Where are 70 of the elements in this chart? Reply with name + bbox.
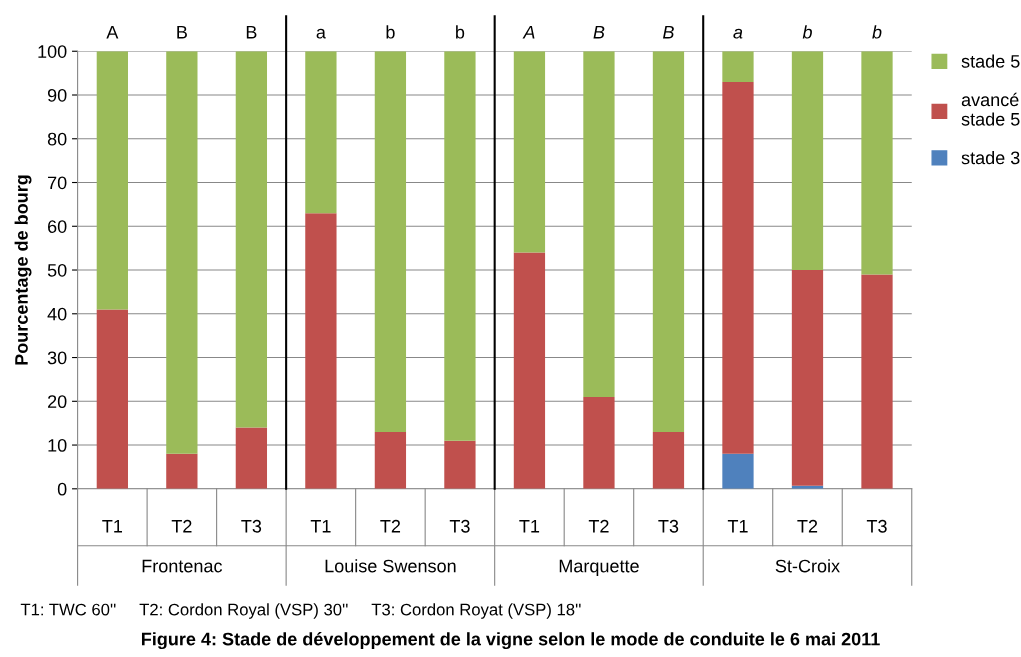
y-tick-label: 40 (47, 307, 67, 321)
y-tick-label: 50 (47, 263, 67, 277)
y-tick-label: 70 (48, 176, 67, 190)
bar (791, 270, 824, 486)
y-tick-label: 90 (47, 88, 67, 102)
x-tick-label: T1 (102, 520, 123, 533)
x-tick-label: T3 (866, 519, 887, 533)
text: Marquette (559, 559, 639, 576)
text: Louise Swenson (325, 559, 456, 573)
y-tick-label: 10 (48, 438, 67, 452)
text: T1: TWC 60'' T2: Cordon Royal (VSP) 30'' T3: Cordon Royat (VSP) 18'' (20, 603, 581, 619)
text: St-Croix (775, 559, 840, 573)
y-tick-label: 20 (48, 395, 67, 409)
y-tick-label: 80 (47, 132, 67, 146)
text: Frontenac (142, 559, 223, 573)
bar (235, 51, 268, 428)
y-tick-label: 30 (47, 351, 67, 365)
text: B (662, 25, 674, 39)
x-tick-label: T2 (797, 519, 818, 533)
bar (722, 81, 754, 454)
bar (652, 51, 685, 432)
text: A (106, 25, 119, 39)
text: a (316, 28, 326, 39)
bar (513, 252, 546, 489)
bar (444, 51, 476, 441)
x-tick-label: T3 (449, 519, 470, 533)
bar (513, 51, 546, 253)
bar (374, 431, 407, 489)
bar (374, 51, 407, 432)
x-tick-label: T2 (588, 519, 609, 533)
bar (305, 213, 337, 489)
bar (583, 396, 615, 489)
legend-label: stade 5 (961, 54, 1020, 68)
text: b (456, 25, 465, 39)
bar (166, 51, 198, 454)
x-tick-label: T1 (727, 520, 748, 533)
text: a (733, 28, 743, 39)
bar (583, 51, 615, 397)
bar (722, 453, 754, 489)
bar (96, 309, 128, 489)
text: Figure 4: Stade de développement de la vigne selon le mode de conduite le 6 mai 2011 (141, 632, 880, 650)
bar (861, 274, 893, 489)
y-tick-label: 60 (48, 220, 67, 233)
x-tick-label: T3 (658, 519, 679, 533)
x-tick-label: T3 (241, 519, 262, 533)
y-tick-label: 0 (57, 482, 67, 496)
bar (722, 51, 754, 82)
text: B (593, 25, 605, 39)
text: B (177, 25, 187, 39)
y-tick-label: 100 (38, 45, 67, 58)
x-tick-label: T1 (519, 520, 540, 533)
bar (652, 431, 685, 489)
text: b (872, 25, 882, 39)
bar (235, 427, 268, 489)
bar (96, 51, 128, 310)
legend-label: avancé stade 5 (961, 92, 1020, 126)
bar (305, 51, 337, 214)
text: b (386, 25, 395, 39)
bar (444, 440, 476, 489)
x-tick-label: T2 (380, 519, 401, 533)
bar (861, 51, 893, 275)
text: A (522, 25, 535, 39)
bar (791, 51, 824, 271)
x-tick-label: T1 (310, 520, 331, 533)
text: b (802, 25, 812, 39)
x-tick-label: T2 (171, 519, 192, 533)
y-axis-title: Pourcentage de bourg (14, 175, 32, 365)
bar (166, 453, 198, 489)
legend-label: stade 3 (961, 151, 1020, 165)
text: B (246, 25, 257, 39)
